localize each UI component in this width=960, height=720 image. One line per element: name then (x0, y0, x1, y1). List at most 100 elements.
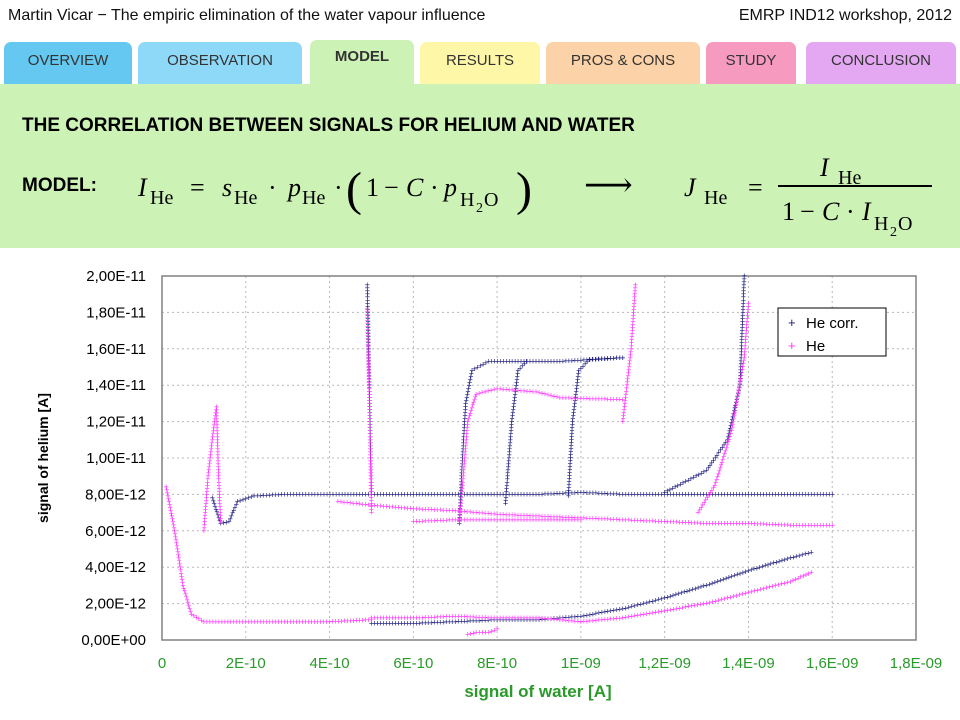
data-point: + (367, 423, 372, 433)
data-point: + (554, 512, 559, 522)
data-point: + (815, 489, 820, 499)
tab-pros-cons[interactable]: PROS & CONS (546, 42, 700, 84)
data-point: + (530, 515, 535, 525)
data-point: + (705, 493, 710, 503)
data-point: + (578, 363, 583, 373)
data-point: + (506, 385, 511, 395)
data-point: + (212, 420, 217, 430)
data-point: + (575, 375, 580, 385)
data-point: + (729, 418, 734, 428)
tab-study[interactable]: STUDY (706, 42, 796, 84)
data-point: + (725, 519, 730, 529)
data-point: + (596, 354, 601, 364)
data-point: + (494, 384, 499, 394)
data-point: + (739, 370, 744, 380)
data-point: + (563, 613, 568, 623)
data-point: + (483, 387, 488, 397)
data-point: + (746, 489, 751, 499)
data-point: + (776, 520, 781, 530)
data-point: + (578, 394, 583, 404)
data-point: + (803, 520, 808, 530)
data-point: + (390, 613, 395, 623)
data-point: + (596, 394, 601, 404)
data-point: + (512, 393, 517, 403)
data-point: + (348, 489, 353, 499)
data-point: + (690, 585, 695, 595)
tab-conclusion[interactable]: CONCLUSION (806, 42, 956, 84)
data-point: + (527, 613, 532, 623)
tab-model[interactable]: MODEL (310, 40, 414, 86)
data-point: + (367, 435, 372, 445)
data-point: + (417, 516, 422, 526)
data-point: + (542, 614, 547, 624)
data-point: + (368, 438, 373, 448)
data-point: + (739, 344, 744, 354)
data-point: + (365, 283, 370, 293)
data-point: + (704, 489, 709, 499)
data-point: + (624, 383, 629, 393)
data-point: + (731, 417, 736, 427)
data-point: + (216, 459, 221, 469)
data-point: + (732, 411, 737, 421)
data-point: + (306, 617, 311, 627)
data-point: + (524, 613, 529, 623)
data-point: + (739, 347, 744, 357)
data-point: + (764, 489, 769, 499)
data-point: + (207, 617, 212, 627)
data-point: + (587, 616, 592, 626)
data-point: + (797, 551, 802, 561)
data-point: + (730, 423, 735, 433)
data-point: + (585, 357, 590, 367)
data-point: + (596, 615, 601, 625)
data-point: + (732, 571, 737, 581)
tab-overview[interactable]: OVERVIEW (4, 42, 132, 84)
data-point: + (790, 576, 795, 586)
data-point: + (480, 508, 485, 518)
data-point: + (368, 432, 373, 442)
data-point: + (623, 613, 628, 623)
tab-observation[interactable]: OBSERVATION (138, 42, 302, 84)
data-point: + (524, 615, 529, 625)
data-point: + (508, 429, 513, 439)
data-point: + (736, 388, 741, 398)
data-point: + (367, 426, 372, 436)
data-point: + (608, 354, 613, 364)
data-point: + (536, 387, 541, 397)
data-point: + (462, 612, 467, 622)
data-point: + (508, 435, 513, 445)
data-point: + (700, 500, 705, 510)
data-point: + (740, 489, 745, 499)
data-point: + (638, 489, 643, 499)
data-point: + (474, 489, 479, 499)
data-point: + (213, 408, 218, 418)
data-point: + (369, 477, 374, 487)
data-point: + (575, 612, 580, 622)
data-point: + (569, 513, 574, 523)
data-point: + (216, 468, 221, 478)
formula-C: C (406, 173, 424, 202)
data-point: + (673, 590, 678, 600)
data-point: + (173, 535, 178, 545)
data-point: + (463, 447, 468, 457)
data-point: + (459, 486, 464, 496)
data-point: + (806, 569, 811, 579)
data-point: + (605, 607, 610, 617)
data-point: + (429, 516, 434, 526)
data-point: + (423, 613, 428, 623)
data-point: + (716, 519, 721, 529)
data-point: + (744, 326, 749, 336)
formula-eq: = (190, 173, 205, 202)
data-point: + (273, 490, 278, 500)
data-point: + (584, 488, 589, 498)
data-point: + (216, 483, 221, 493)
data-point: + (503, 515, 508, 525)
data-point: + (181, 583, 186, 593)
data-point: + (629, 335, 634, 345)
data-point: + (369, 613, 374, 623)
data-point: + (360, 499, 365, 509)
data-point: + (270, 490, 275, 500)
data-point: + (647, 516, 652, 526)
data-point: + (725, 440, 730, 450)
data-point: + (518, 489, 523, 499)
tab-results[interactable]: RESULTS (420, 42, 540, 84)
